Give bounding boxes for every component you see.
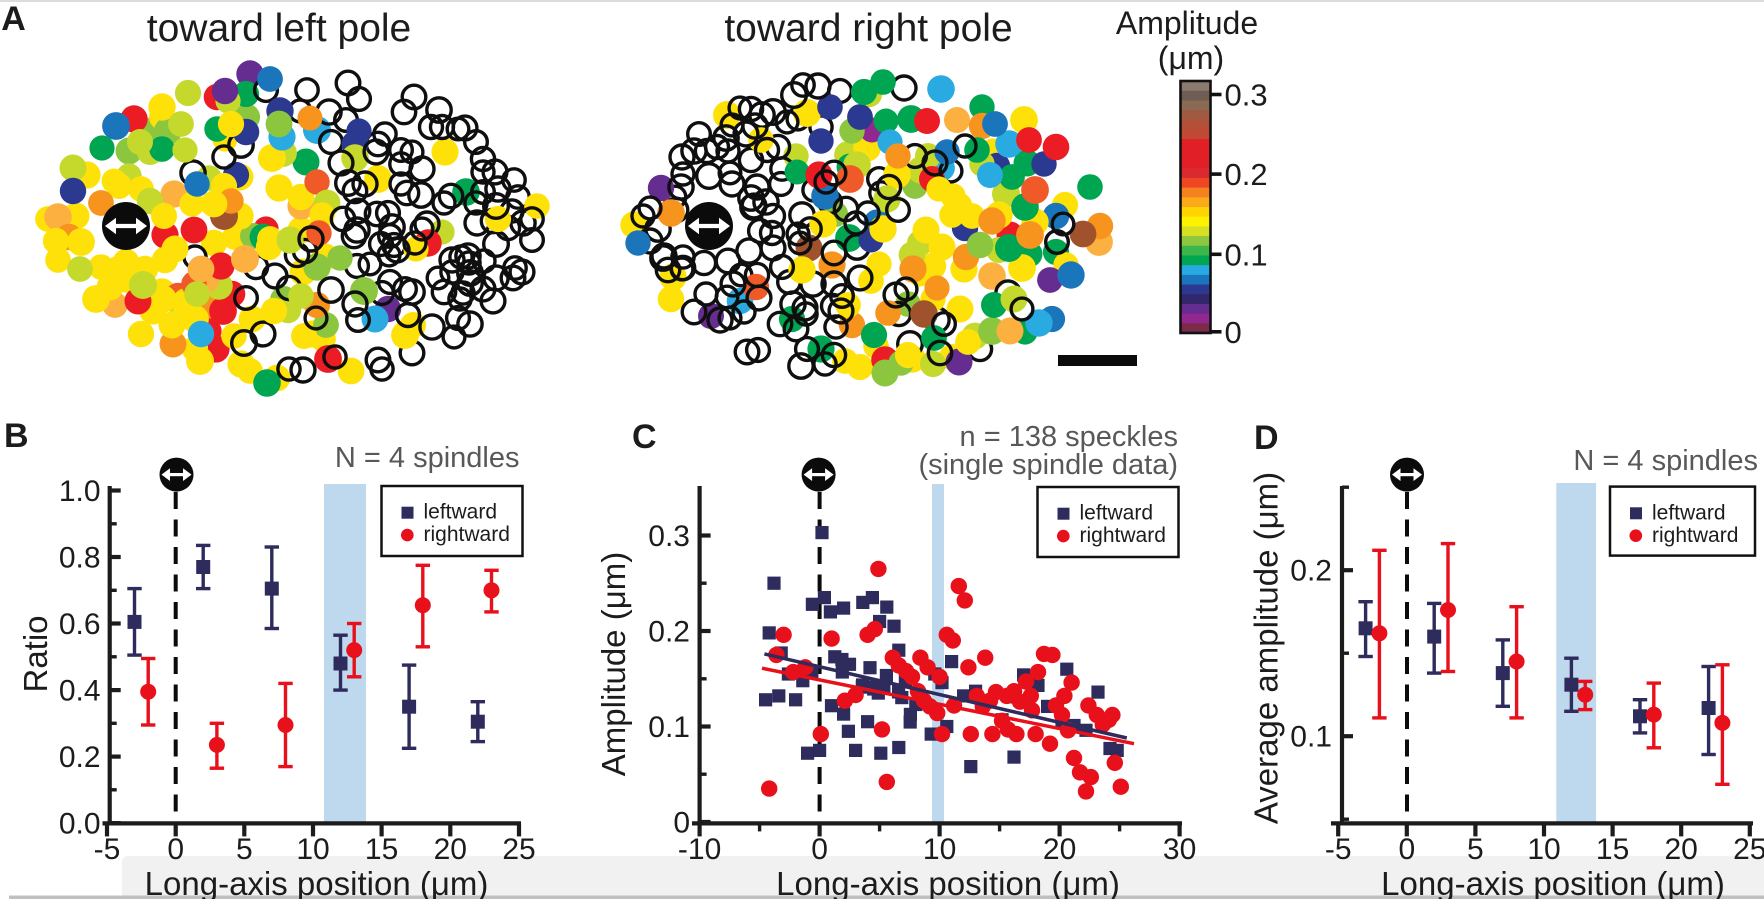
svg-text:0: 0 [811,833,828,866]
svg-text:30: 30 [1163,833,1196,866]
svg-text:Long-axis position (μm): Long-axis position (μm) [776,865,1120,899]
svg-text:rightward: rightward [1080,524,1166,547]
svg-text:(single spindle data): (single spindle data) [918,449,1178,481]
svg-text:15: 15 [1596,833,1629,866]
svg-text:n = 138 speckles: n = 138 speckles [960,421,1178,453]
svg-text:-5: -5 [94,833,121,866]
svg-text:0: 0 [167,833,184,866]
svg-text:toward right pole: toward right pole [724,7,1012,50]
svg-text:leftward: leftward [1652,501,1726,524]
svg-text:Ratio: Ratio [17,615,54,692]
svg-text:0: 0 [1398,833,1415,866]
svg-text:Amplitude: Amplitude [1116,5,1258,41]
svg-text:C: C [632,418,657,456]
svg-text:-10: -10 [678,833,721,866]
svg-text:0.2: 0.2 [1290,555,1332,588]
svg-text:A: A [1,0,26,38]
svg-text:N = 4 spindles: N = 4 spindles [335,442,520,474]
svg-text:0.1: 0.1 [648,711,690,744]
svg-text:0.1: 0.1 [1225,237,1268,272]
svg-text:0.2: 0.2 [59,741,101,774]
svg-text:leftward: leftward [424,501,498,524]
svg-text:Amplitude (μm): Amplitude (μm) [595,552,632,776]
svg-text:rightward: rightward [424,523,510,546]
svg-text:10: 10 [296,833,329,866]
svg-text:0.2: 0.2 [1225,157,1268,192]
svg-text:0.3: 0.3 [1225,78,1268,113]
svg-text:20: 20 [1665,833,1698,866]
svg-text:0.2: 0.2 [648,616,690,649]
svg-text:0.0: 0.0 [59,808,101,841]
svg-text:20: 20 [434,833,467,866]
svg-text:15: 15 [365,833,398,866]
svg-text:rightward: rightward [1652,524,1738,547]
svg-text:Average amplitude (μm): Average amplitude (μm) [1248,472,1285,824]
svg-text:10: 10 [1527,833,1560,866]
svg-text:Long-axis position (μm): Long-axis position (μm) [1381,865,1725,899]
svg-text:0: 0 [1225,315,1242,350]
svg-text:D: D [1254,419,1279,457]
svg-text:toward left pole: toward left pole [147,7,412,50]
svg-text:5: 5 [236,833,253,866]
svg-text:0.8: 0.8 [59,542,101,575]
svg-text:25: 25 [502,833,535,866]
svg-text:25: 25 [1733,833,1764,866]
svg-text:leftward: leftward [1080,502,1154,525]
svg-text:20: 20 [1043,833,1076,866]
svg-text:0.4: 0.4 [59,675,101,708]
svg-text:0.1: 0.1 [1290,721,1332,754]
svg-text:(μm): (μm) [1158,40,1224,76]
svg-text:0.3: 0.3 [648,520,690,553]
svg-text:N = 4 spindles: N = 4 spindles [1573,445,1758,477]
svg-text:1.0: 1.0 [59,475,101,508]
svg-text:10: 10 [923,833,956,866]
svg-text:-5: -5 [1325,833,1352,866]
svg-text:5: 5 [1467,833,1484,866]
svg-text:0: 0 [673,807,690,840]
svg-text:B: B [4,417,29,455]
svg-text:Long-axis position (μm): Long-axis position (μm) [145,865,489,899]
svg-text:0.6: 0.6 [59,608,101,641]
